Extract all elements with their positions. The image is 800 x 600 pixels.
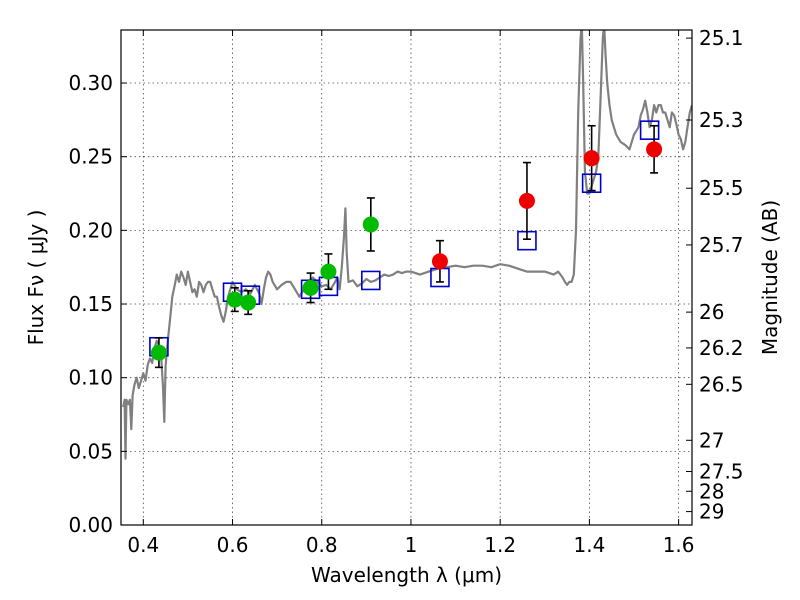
model-photometry-squares — [149, 120, 660, 357]
green-point — [362, 216, 379, 233]
x-axis-label: Wavelength λ (μm) — [311, 563, 502, 587]
y2-axis-label: Magnitude (AB) — [758, 200, 782, 355]
error-bars — [154, 124, 659, 369]
x-tick-label: 1.6 — [663, 533, 695, 557]
y-tick-label: 0.25 — [68, 145, 113, 169]
y2-tick-label: 26 — [699, 300, 724, 324]
x-tick-label: 1.2 — [484, 533, 516, 557]
green-point — [320, 263, 337, 280]
red-point — [583, 150, 600, 167]
green-point — [150, 344, 167, 361]
y2-tick-label: 25.3 — [699, 108, 744, 132]
y-tick-label: 0.20 — [68, 218, 113, 242]
x-tick-label: 0.8 — [306, 533, 338, 557]
grid — [121, 30, 692, 525]
plot-frame — [120, 29, 693, 526]
y-axis-label: Flux Fν ( μJy ) — [24, 210, 48, 346]
y2-tick-label: 25.5 — [699, 176, 744, 200]
y2-tick-label: 27.5 — [699, 460, 744, 484]
x-tick-label: 1 — [405, 533, 418, 557]
x-tick-label: 0.6 — [217, 533, 249, 557]
y-tick-label: 0.00 — [68, 513, 113, 537]
y-tick-label: 0.30 — [68, 71, 113, 95]
y-tick-label: 0.05 — [68, 439, 113, 463]
y2-tick-label: 26.5 — [699, 372, 744, 396]
observed-photometry-points — [150, 141, 663, 361]
green-point — [240, 294, 257, 311]
model-square — [639, 120, 660, 140]
y2-tick-label: 26.2 — [699, 336, 744, 360]
x-tick-label: 0.4 — [127, 533, 159, 557]
y2-tick-label: 28 — [699, 479, 724, 503]
red-point — [518, 192, 535, 209]
y2-tick-label: 27 — [699, 428, 724, 452]
green-point — [226, 291, 243, 308]
red-point — [646, 141, 663, 158]
spectrum-line — [122, 30, 692, 460]
y2-tick-label: 29 — [699, 500, 724, 524]
axis-ticks — [121, 30, 692, 526]
x-tick-label: 1.4 — [573, 533, 605, 557]
green-point — [302, 279, 319, 296]
y-tick-label: 0.15 — [68, 292, 113, 316]
y-tick-label: 0.10 — [68, 366, 113, 390]
red-point — [431, 253, 448, 270]
model-square — [361, 270, 381, 291]
model-spectrum — [122, 30, 692, 460]
y2-tick-label: 25.1 — [699, 26, 744, 50]
tick-labels: 0.4 0.6 0.8 1 1.2 1.4 1.6 0.00 0.05 0.10 0.15 0.20 0… — [68, 26, 743, 557]
y2-tick-label: 25.7 — [699, 233, 744, 257]
